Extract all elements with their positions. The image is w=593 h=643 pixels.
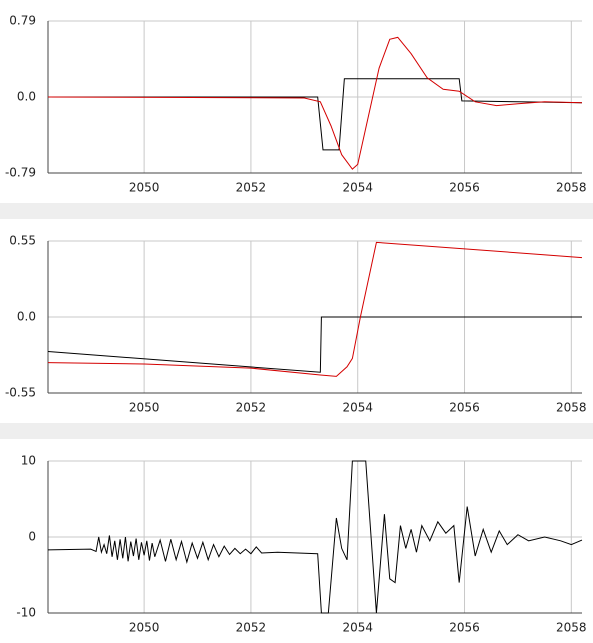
data-line [47, 316, 582, 373]
y-tick-label: 0 [28, 530, 36, 544]
data-line [47, 241, 583, 377]
x-tick-label: 2058 [556, 181, 587, 195]
x-tick-label: 2056 [449, 181, 480, 195]
y-tick-label: -10 [16, 606, 36, 620]
x-tick-label: 2050 [129, 621, 160, 635]
x-tick-label: 2050 [129, 181, 160, 195]
x-tick-label: 2052 [236, 401, 267, 415]
data-line [47, 460, 583, 614]
y-tick-label: 0.55 [9, 234, 36, 248]
x-tick-label: 2054 [342, 181, 373, 195]
x-tick-label: 2052 [236, 181, 267, 195]
y-tick-label: 0.79 [9, 14, 36, 28]
y-tick-label: 10 [21, 454, 36, 468]
x-tick-label: 2050 [129, 401, 160, 415]
x-tick-label: 2058 [556, 401, 587, 415]
separator [0, 423, 593, 439]
y-tick-label: 0.0 [17, 310, 36, 324]
x-tick-label: 2052 [236, 621, 267, 635]
x-tick-label: 2054 [342, 621, 373, 635]
x-tick-label: 2058 [556, 621, 587, 635]
separator [0, 203, 593, 219]
x-tick-label: 2056 [449, 621, 480, 635]
y-tick-label: -0.55 [5, 386, 36, 400]
x-tick-label: 2056 [449, 401, 480, 415]
data-line [48, 78, 583, 151]
x-tick-label: 2054 [342, 401, 373, 415]
y-tick-label: 0.0 [17, 90, 36, 104]
y-tick-label: -0.79 [5, 166, 36, 180]
data-line [47, 36, 583, 170]
